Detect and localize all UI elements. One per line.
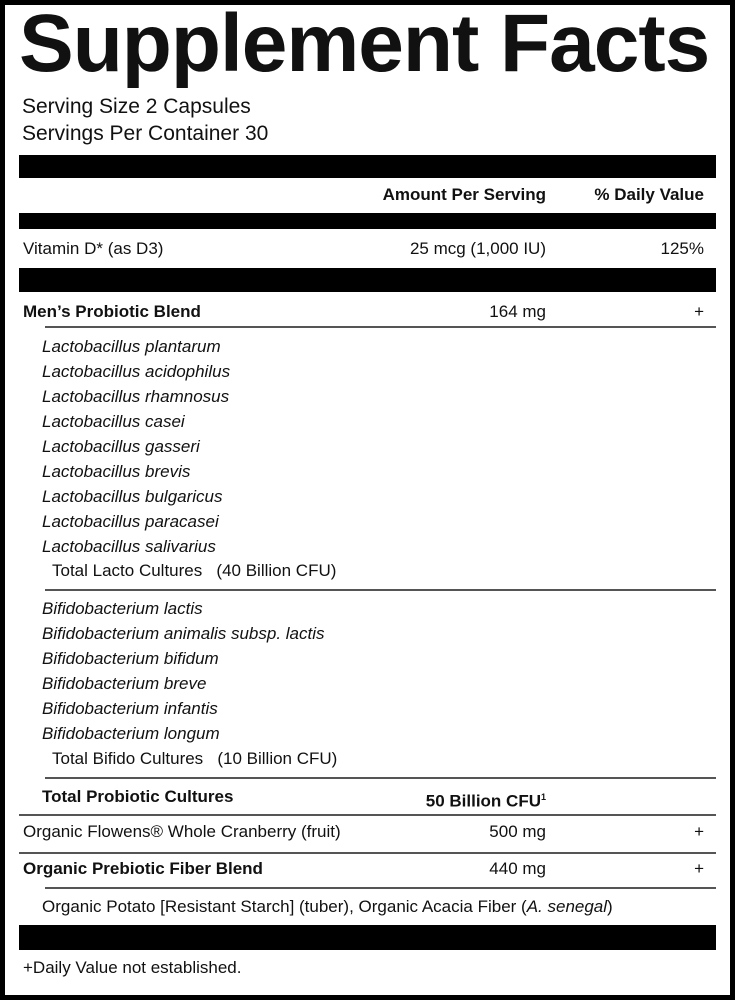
footnote-marker: 1 (540, 792, 546, 802)
species-row: Lactobacillus brevis (19, 460, 716, 484)
blend-name: Men’s Probiotic Blend (23, 302, 201, 321)
prebiotic-amount: 440 mg (489, 859, 546, 878)
divider-line (45, 887, 716, 889)
species-name: Bifidobacterium breve (42, 674, 207, 693)
species-name: Bifidobacterium infantis (42, 699, 218, 718)
nutrient-amount: 25 mcg (1,000 IU) (409, 239, 546, 258)
species-row: Lactobacillus paracasei (19, 510, 716, 534)
species-row: Lactobacillus salivarius (19, 535, 716, 559)
species-name: Bifidobacterium lactis (42, 599, 203, 618)
cranberry-dv: + (694, 822, 704, 841)
column-header: Amount Per Serving % Daily Value (19, 183, 716, 207)
divider-line (45, 589, 716, 591)
prebiotic-ingredients-text: Organic Potato [Resistant Starch] (tuber… (42, 895, 613, 919)
species-row: Bifidobacterium longum (19, 722, 716, 746)
divider-bar (19, 268, 716, 292)
divider-line (45, 777, 716, 779)
divider-bar (19, 213, 716, 229)
species-name: Lactobacillus bulgaricus (42, 487, 223, 506)
cranberry-row: Organic Flowens® Whole Cranberry (fruit)… (19, 820, 716, 844)
divider-line (45, 326, 716, 328)
species-name: A. senegal (526, 897, 608, 916)
lacto-total-text: Total Lacto Cultures (40 Billion CFU) (52, 561, 337, 580)
blend-amount: 164 mg (489, 302, 546, 321)
footnote: +Daily Value not established. (19, 956, 716, 980)
species-row: Bifidobacterium animalis subsp. lactis (19, 622, 716, 646)
serving-size: Serving Size 2 Capsules (22, 95, 251, 118)
prebiotic-row: Organic Prebiotic Fiber Blend 440 mg + (19, 857, 716, 881)
species-row: Lactobacillus plantarum (19, 335, 716, 359)
nutrient-name: Vitamin D* (as D3) (23, 239, 164, 258)
species-row: Lactobacillus rhamnosus (19, 385, 716, 409)
lacto-total: Total Lacto Cultures (40 Billion CFU) (19, 559, 716, 583)
total-probiotic-row: Total Probiotic Cultures 50 Billion CFU1 (19, 785, 716, 811)
prebiotic-dv: + (694, 859, 704, 878)
species-name: Lactobacillus gasseri (42, 437, 200, 456)
species-name: Bifidobacterium longum (42, 724, 220, 743)
servings-per-container: Servings Per Container 30 (22, 122, 269, 145)
species-row: Lactobacillus bulgaricus (19, 485, 716, 509)
species-row: Lactobacillus gasseri (19, 435, 716, 459)
total-probiotic-amount: 50 Billion CFU1 (426, 785, 546, 814)
prebiotic-name: Organic Prebiotic Fiber Blend (23, 859, 263, 878)
close-paren: ) (607, 897, 613, 916)
vitamin-d-row: Vitamin D* (as D3) 25 mcg (1,000 IU) 125… (19, 237, 716, 261)
species-row: Lactobacillus acidophilus (19, 360, 716, 384)
prebiotic-ingredients: Organic Potato [Resistant Starch] (tuber… (19, 895, 716, 919)
species-name: Lactobacillus plantarum (42, 337, 221, 356)
divider-bar (19, 155, 716, 178)
ingredients-text: Organic Potato [Resistant Starch] (tuber… (42, 897, 527, 916)
species-row: Lactobacillus casei (19, 410, 716, 434)
footnote-text: +Daily Value not established. (23, 958, 242, 977)
amount-header: Amount Per Serving (382, 185, 546, 204)
total-probiotic-value: 50 Billion CFU (425, 791, 541, 811)
bifido-total: Total Bifido Cultures (10 Billion CFU) (19, 747, 716, 771)
dv-header: % Daily Value (594, 185, 704, 204)
species-name: Lactobacillus brevis (42, 462, 191, 481)
species-name: Lactobacillus casei (42, 412, 185, 431)
species-name: Lactobacillus salivarius (42, 537, 216, 556)
divider-bar (19, 925, 716, 950)
blend-row: Men’s Probiotic Blend 164 mg + (19, 300, 716, 324)
label-title: Supplement Facts (19, 0, 710, 89)
blend-dv: + (694, 302, 704, 321)
cranberry-amount: 500 mg (489, 822, 546, 841)
species-row: Bifidobacterium breve (19, 672, 716, 696)
species-name: Lactobacillus acidophilus (42, 362, 231, 381)
species-name: Bifidobacterium animalis subsp. lactis (42, 624, 325, 643)
total-probiotic-name: Total Probiotic Cultures (42, 787, 234, 806)
species-row: Bifidobacterium infantis (19, 697, 716, 721)
species-name: Bifidobacterium bifidum (42, 649, 219, 668)
cranberry-name: Organic Flowens® Whole Cranberry (fruit) (23, 822, 341, 841)
species-name: Lactobacillus paracasei (42, 512, 219, 531)
nutrient-dv: 125% (660, 239, 704, 258)
divider-line (19, 852, 716, 854)
species-row: Bifidobacterium bifidum (19, 647, 716, 671)
divider-line (19, 814, 716, 816)
bifido-total-text: Total Bifido Cultures (10 Billion CFU) (52, 749, 338, 768)
species-name: Lactobacillus rhamnosus (42, 387, 230, 406)
species-row: Bifidobacterium lactis (19, 597, 716, 621)
